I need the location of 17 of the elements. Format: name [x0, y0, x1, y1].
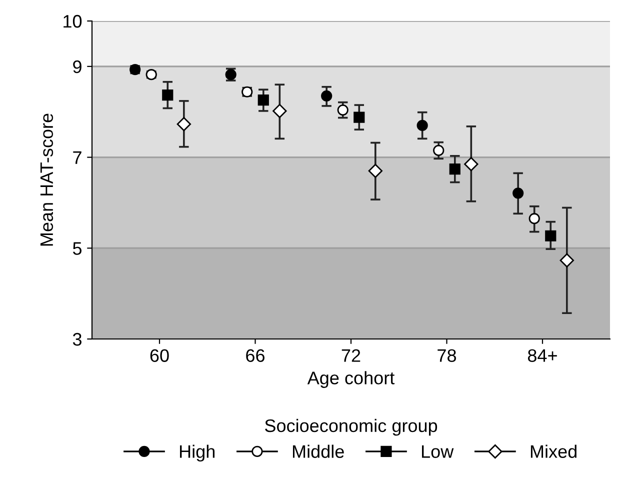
y-tick-label: 9 — [73, 60, 82, 74]
x-tick-label: 84+ — [528, 349, 557, 362]
legend-title: Socioeconomic group — [265, 418, 438, 436]
legend-label: Mixed — [530, 444, 576, 458]
x-tick-label: 66 — [246, 349, 264, 362]
x-tick-label: 60 — [150, 349, 169, 362]
y-tick-label: 7 — [73, 151, 82, 164]
x-tick-label: 78 — [438, 349, 456, 362]
legend-label: Low — [422, 445, 454, 458]
y-tick-label: 5 — [72, 242, 82, 255]
x-axis-title: Age cohort — [307, 371, 395, 388]
legend-label: Middle — [292, 444, 344, 458]
x-tick-label: 72 — [342, 349, 360, 362]
y-tick-label: 3 — [72, 332, 82, 346]
legend-label: High — [180, 444, 214, 462]
y-tick-label: 10 — [64, 14, 82, 28]
y-axis-title: Mean HAT-score — [40, 114, 54, 246]
